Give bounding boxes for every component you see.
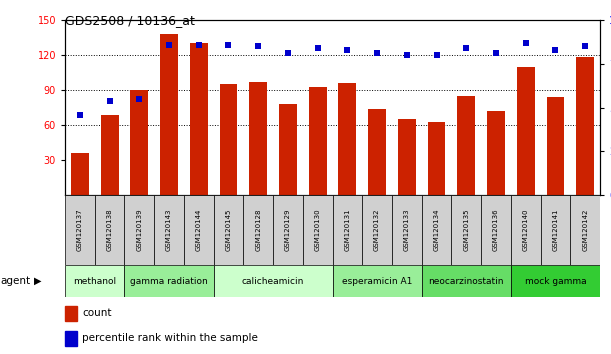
Bar (190, 43, 208, 195)
Text: methanol: methanol (73, 276, 116, 285)
Bar (398, 119, 415, 195)
Text: mock gamma: mock gamma (525, 276, 586, 285)
Text: GSM120138: GSM120138 (106, 209, 112, 251)
Text: ▶: ▶ (34, 276, 42, 286)
Bar (71, 153, 89, 195)
Point (164, 42, 174, 47)
Point (521, 40, 530, 46)
Bar (511, 265, 600, 297)
Text: GSM120143: GSM120143 (166, 209, 172, 251)
Text: esperamicin A1: esperamicin A1 (342, 276, 412, 285)
Point (580, 44, 590, 49)
Point (104, 98, 114, 103)
Bar (243, 195, 273, 265)
Bar (65, 195, 95, 265)
Text: GSM120128: GSM120128 (255, 209, 261, 251)
Bar (541, 195, 570, 265)
Bar (570, 195, 600, 265)
Bar (332, 265, 422, 297)
Text: GSM120144: GSM120144 (196, 209, 202, 251)
Text: GSM120141: GSM120141 (552, 209, 558, 251)
Bar (428, 121, 445, 195)
Bar (65, 265, 125, 297)
Text: GSM120139: GSM120139 (136, 209, 142, 251)
Bar (160, 34, 178, 195)
Text: gamma radiation: gamma radiation (130, 276, 208, 285)
Bar (125, 265, 214, 297)
Text: GSM120132: GSM120132 (374, 209, 380, 251)
Bar (95, 195, 125, 265)
Bar (546, 97, 565, 195)
Bar (338, 83, 356, 195)
Text: GSM120129: GSM120129 (285, 209, 291, 251)
Bar (422, 195, 452, 265)
Text: GSM120140: GSM120140 (522, 209, 529, 251)
Text: neocarzinostatin: neocarzinostatin (428, 276, 504, 285)
Point (461, 45, 471, 51)
Bar (184, 195, 214, 265)
Text: GSM120134: GSM120134 (434, 209, 439, 251)
Bar (487, 111, 505, 195)
Bar (154, 195, 184, 265)
Bar (332, 195, 362, 265)
Text: GSM120135: GSM120135 (463, 209, 469, 251)
Bar (214, 265, 332, 297)
Point (491, 50, 501, 56)
Point (551, 47, 560, 53)
Bar (214, 195, 243, 265)
Bar (457, 96, 475, 195)
Point (431, 52, 441, 58)
Text: calicheamicin: calicheamicin (242, 276, 304, 285)
Bar (517, 67, 535, 195)
Bar (452, 195, 481, 265)
Point (313, 45, 323, 51)
Text: GSM120137: GSM120137 (77, 209, 83, 251)
Text: GDS2508 / 10136_at: GDS2508 / 10136_at (65, 14, 195, 27)
Text: GSM120131: GSM120131 (345, 209, 350, 251)
Point (134, 96, 144, 102)
Text: GSM120130: GSM120130 (315, 209, 321, 251)
Point (372, 50, 382, 56)
Bar (368, 109, 386, 195)
Bar (65, 306, 77, 321)
Bar (362, 195, 392, 265)
Text: GSM120142: GSM120142 (582, 209, 588, 251)
Bar (219, 84, 238, 195)
Point (343, 47, 353, 53)
Bar (249, 82, 267, 195)
Text: agent: agent (1, 276, 31, 286)
Bar (303, 195, 332, 265)
Point (75, 112, 85, 117)
Bar (422, 265, 511, 297)
Bar (65, 331, 77, 346)
Bar (481, 195, 511, 265)
Bar (576, 57, 594, 195)
Bar (273, 195, 303, 265)
Text: GSM120145: GSM120145 (225, 209, 232, 251)
Text: GSM120133: GSM120133 (404, 209, 410, 251)
Point (283, 50, 293, 56)
Point (254, 44, 263, 49)
Text: GSM120136: GSM120136 (493, 209, 499, 251)
Text: percentile rank within the sample: percentile rank within the sample (82, 333, 258, 343)
Point (194, 42, 203, 47)
Bar (130, 90, 148, 195)
Bar (392, 195, 422, 265)
Point (402, 52, 412, 58)
Bar (279, 104, 297, 195)
Bar (125, 195, 154, 265)
Bar (309, 86, 326, 195)
Bar (511, 195, 541, 265)
Point (224, 42, 233, 47)
Text: count: count (82, 308, 112, 318)
Bar (101, 114, 119, 195)
